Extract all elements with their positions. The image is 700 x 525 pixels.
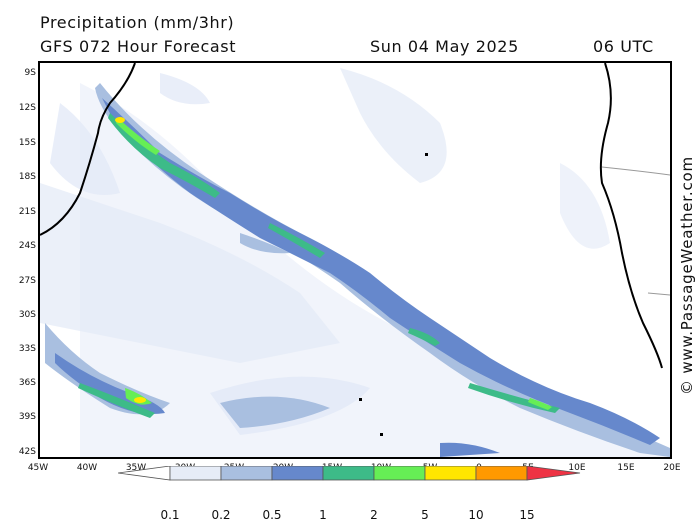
lat-label: 21S (18, 207, 36, 217)
lat-label: 36S (18, 378, 36, 388)
border-line (647, 292, 670, 296)
lon-label: 40W (76, 463, 98, 473)
map-title: Precipitation (mm/3hr) (40, 13, 235, 32)
forecast-time: 06 UTC (593, 37, 654, 56)
legend-label: 0.1 (160, 508, 180, 522)
legend-swatch (220, 466, 273, 481)
lon-label: 15E (617, 463, 635, 473)
lon-label: 20E (663, 463, 681, 473)
precip-heavy (78, 113, 560, 418)
legend-swatch (169, 466, 222, 481)
legend-label: 5 (421, 508, 429, 522)
map-canvas (40, 63, 670, 457)
legend-label: 2 (370, 508, 378, 522)
legend-swatch (271, 466, 324, 481)
lon-label: 45W (27, 463, 49, 473)
legend-label: 15 (519, 508, 535, 522)
legend-swatch (475, 466, 528, 481)
lon-label: 10E (568, 463, 586, 473)
lat-label: 30S (18, 310, 36, 320)
legend-swatch (118, 466, 171, 481)
lat-label: 39S (18, 412, 36, 422)
lat-label: 42S (18, 447, 36, 457)
precipitation-map (38, 61, 672, 459)
legend-swatch (322, 466, 375, 481)
forecast-label: GFS 072 Hour Forecast (40, 37, 237, 56)
lat-label: 27S (18, 276, 36, 286)
coastline-west (40, 63, 136, 236)
island (380, 433, 383, 436)
island (425, 153, 428, 156)
site-watermark: © www.PassageWeather.com (678, 156, 696, 395)
coastline-east (599, 63, 663, 369)
forecast-date: Sun 04 May 2025 (370, 37, 519, 56)
legend-label: 1 (319, 508, 327, 522)
lat-label: 9S (24, 68, 36, 78)
precip-light (40, 68, 670, 457)
island (359, 398, 362, 401)
precip-medium (45, 83, 670, 457)
legend-swatch (424, 466, 477, 481)
legend-label: 10 (468, 508, 484, 522)
lat-label: 18S (18, 172, 36, 182)
legend-label: 0.5 (262, 508, 282, 522)
border-line (601, 166, 670, 176)
lat-label: 12S (18, 103, 36, 113)
legend-swatch (373, 466, 426, 481)
lat-label: 15S (18, 138, 36, 148)
lon-label: 35W (125, 463, 147, 473)
legend-swatch (526, 466, 581, 481)
legend-label: 0.2 (211, 508, 231, 522)
color-legend (118, 466, 581, 481)
lat-label: 24S (18, 241, 36, 251)
lat-label: 33S (18, 344, 36, 354)
precip-intense (115, 117, 146, 403)
